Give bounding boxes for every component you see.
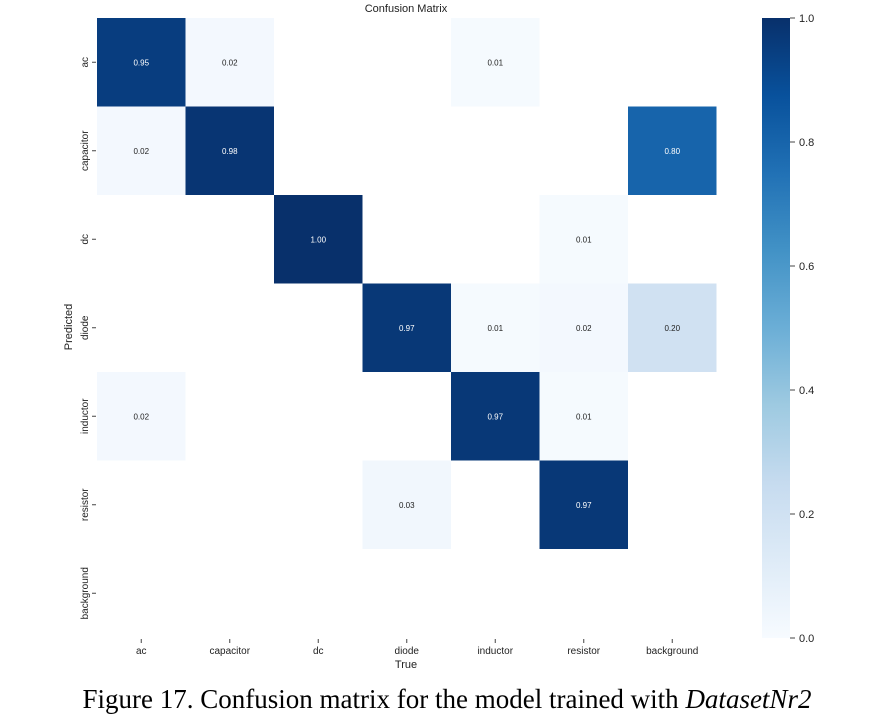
y-tick-label: resistor bbox=[80, 488, 91, 521]
x-tick-label: inductor bbox=[477, 646, 513, 657]
colorbar-tick-label: 0.0 bbox=[799, 633, 814, 645]
x-axis-label: True bbox=[395, 659, 417, 671]
cell-value-label: 0.97 bbox=[576, 501, 592, 510]
confusion-matrix-chart: Confusion Matrix 0.95 0.02 0.01 0.02 0.98 0.8… bbox=[63, 3, 814, 671]
caption-dataset-name: DatasetNr2 bbox=[685, 684, 812, 714]
y-axis-ticks: ac capacitor dc diode inductor resistor backgr… bbox=[80, 57, 96, 619]
y-tick-label: capacitor bbox=[80, 130, 91, 171]
heatmap-cell bbox=[185, 18, 274, 107]
cell-value-label: 0.98 bbox=[222, 147, 238, 156]
colorbar-tick-label: 0.8 bbox=[799, 137, 814, 149]
heatmap-cell bbox=[362, 283, 451, 372]
heatmap-cell bbox=[539, 460, 628, 549]
heatmap-cell bbox=[97, 18, 186, 107]
cell-value-label: 0.02 bbox=[133, 412, 149, 421]
colorbar-ticks: 0.0 0.2 0.4 0.6 0.8 1.0 bbox=[790, 13, 814, 645]
colorbar-tick-label: 0.6 bbox=[799, 261, 814, 273]
y-tick-label: background bbox=[80, 567, 91, 619]
cell-value-label: 1.00 bbox=[310, 235, 326, 244]
heatmap-cell bbox=[97, 372, 186, 461]
heatmap-cell bbox=[451, 283, 540, 372]
cell-value-label: 0.95 bbox=[133, 58, 149, 67]
heatmap-cell bbox=[451, 18, 540, 107]
colorbar bbox=[762, 18, 790, 638]
cell-value-label: 0.03 bbox=[399, 501, 415, 510]
cell-value-label: 0.02 bbox=[222, 58, 238, 67]
x-tick-label: dc bbox=[313, 646, 324, 657]
heatmap-cell bbox=[628, 106, 717, 195]
heatmap-cell bbox=[274, 195, 363, 284]
x-tick-label: ac bbox=[136, 646, 147, 657]
cell-value-label: 0.02 bbox=[576, 324, 592, 333]
cell-value-label: 0.80 bbox=[664, 147, 680, 156]
cell-value-label: 0.02 bbox=[133, 147, 149, 156]
y-tick-label: dc bbox=[80, 234, 91, 245]
heatmap-cell bbox=[539, 372, 628, 461]
chart-title: Confusion Matrix bbox=[365, 3, 448, 15]
cell-value-label: 0.97 bbox=[399, 324, 415, 333]
x-tick-label: background bbox=[646, 646, 698, 657]
heatmap-cells: 0.95 0.02 0.01 0.02 0.98 0.80 1.00 0.01 0.97 0.01… bbox=[97, 18, 717, 549]
heatmap-cell bbox=[539, 283, 628, 372]
heatmap-cell bbox=[628, 283, 717, 372]
y-tick-label: ac bbox=[80, 57, 91, 68]
heatmap-cell bbox=[451, 372, 540, 461]
cell-value-label: 0.01 bbox=[576, 412, 592, 421]
cell-value-label: 0.01 bbox=[487, 324, 503, 333]
caption-text: Figure 17. Confusion matrix for the mode… bbox=[82, 684, 686, 714]
x-axis-ticks: ac capacitor dc diode inductor resistor backgr… bbox=[136, 639, 698, 657]
cell-value-label: 0.20 bbox=[664, 324, 680, 333]
y-tick-label: inductor bbox=[80, 398, 91, 434]
colorbar-tick-label: 0.4 bbox=[799, 385, 814, 397]
heatmap-cell bbox=[539, 195, 628, 284]
cell-value-label: 0.01 bbox=[487, 58, 503, 67]
heatmap-cell bbox=[362, 460, 451, 549]
x-tick-label: diode bbox=[395, 646, 420, 657]
colorbar-tick-label: 1.0 bbox=[799, 13, 814, 25]
x-tick-label: capacitor bbox=[209, 646, 250, 657]
figure-caption: Figure 17. Confusion matrix for the mode… bbox=[0, 684, 894, 715]
cell-value-label: 0.97 bbox=[487, 412, 503, 421]
colorbar-tick-label: 0.2 bbox=[799, 509, 814, 521]
heatmap-cell bbox=[185, 106, 274, 195]
y-axis-label: Predicted bbox=[63, 304, 75, 350]
cell-value-label: 0.01 bbox=[576, 235, 592, 244]
x-tick-label: resistor bbox=[567, 646, 600, 657]
y-tick-label: diode bbox=[80, 315, 91, 340]
heatmap-cell bbox=[97, 106, 186, 195]
